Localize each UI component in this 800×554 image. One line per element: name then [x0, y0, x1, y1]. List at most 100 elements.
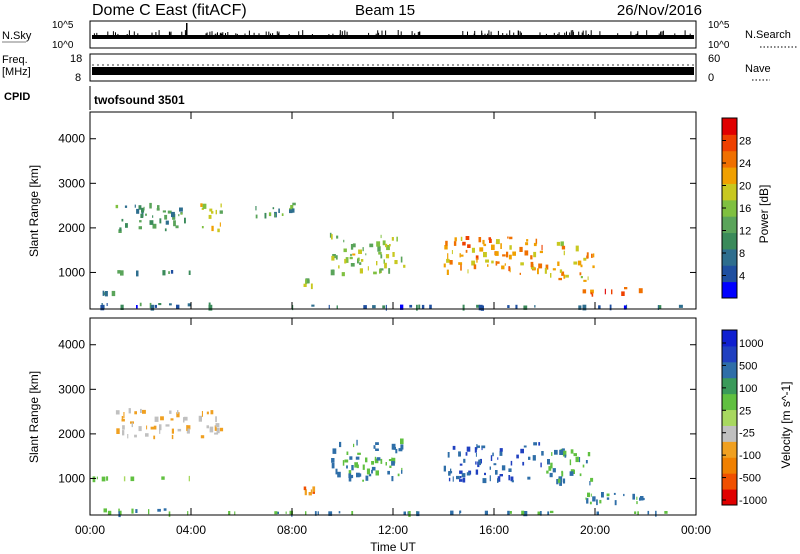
nsky-spike — [236, 33, 238, 35]
data-cell — [346, 451, 349, 455]
data-cell — [134, 411, 137, 415]
data-cell — [106, 476, 109, 481]
data-cell — [186, 425, 188, 431]
data-cell — [337, 471, 341, 478]
nsearch-label: N.Search — [745, 29, 791, 41]
data-cell — [569, 459, 572, 466]
time-x-axis: 00:00 04:00 08:00 12:00 16:00 20:00 00:00 — [75, 112, 711, 537]
data-cell — [391, 443, 396, 450]
data-cell — [499, 448, 503, 452]
nsky-spike — [107, 31, 109, 35]
data-cell — [379, 268, 384, 271]
data-cell — [493, 463, 497, 466]
data-cell — [450, 510, 454, 515]
data-cell — [551, 452, 553, 456]
data-cell — [458, 262, 463, 265]
data-cell — [452, 476, 454, 482]
nsky-spike — [205, 33, 207, 35]
data-cell — [447, 253, 449, 259]
data-cell — [475, 453, 477, 457]
data-cell — [202, 203, 207, 209]
nsky-spike — [599, 31, 601, 35]
data-cell — [552, 468, 556, 473]
data-cell — [362, 247, 364, 252]
y-tick-label: 2000 — [58, 221, 85, 235]
data-cell — [104, 291, 108, 297]
nsky-spike — [186, 23, 188, 37]
data-cell — [215, 209, 217, 215]
data-cell — [385, 254, 390, 259]
data-cell — [523, 511, 528, 517]
data-cell — [335, 468, 338, 475]
data-cell — [103, 508, 107, 513]
nsky-spike — [590, 30, 592, 35]
data-cell — [563, 250, 565, 256]
data-cell — [115, 410, 120, 415]
data-cell — [122, 430, 125, 436]
data-cell — [532, 455, 536, 461]
data-cell — [556, 479, 559, 485]
data-cell — [394, 260, 398, 265]
data-cell — [504, 263, 506, 266]
data-cell — [120, 304, 124, 310]
data-cell — [496, 239, 500, 245]
data-cell — [338, 511, 341, 514]
velocity-colorbar-swatch — [722, 361, 737, 379]
data-cell — [569, 471, 574, 476]
data-cell — [389, 244, 391, 247]
data-cell — [310, 489, 313, 494]
data-cell — [678, 304, 683, 308]
data-cell — [348, 473, 351, 478]
data-cell — [376, 241, 381, 247]
nsky-spike — [490, 31, 492, 35]
data-cell — [637, 511, 639, 516]
data-cell — [375, 448, 379, 451]
data-cell — [183, 416, 188, 421]
data-cell — [169, 410, 172, 414]
data-cell — [478, 237, 482, 243]
nsky-spike — [332, 33, 334, 35]
data-cell — [492, 452, 494, 457]
velocity-colorbar-swatch — [722, 377, 737, 395]
data-cell — [356, 464, 359, 469]
nsky-spike — [268, 31, 270, 35]
velocity-colorbar-tick-label: -100 — [739, 450, 761, 462]
data-cell — [111, 290, 116, 297]
nsky-label: N.Sky — [2, 30, 32, 42]
data-cell — [502, 254, 506, 257]
data-cell — [549, 510, 554, 514]
velocity-colorbar-tick-label: -25 — [739, 428, 755, 440]
data-cell — [153, 425, 157, 430]
data-cell — [362, 464, 365, 470]
data-cell — [281, 213, 284, 216]
nsky-spike — [253, 32, 255, 35]
data-cell — [501, 265, 505, 270]
data-cell — [184, 217, 186, 224]
nsky-spike — [375, 33, 377, 35]
data-cell — [352, 243, 356, 248]
data-cell — [562, 450, 567, 457]
data-cell — [499, 451, 503, 456]
data-cell — [443, 263, 446, 268]
data-cell — [530, 261, 534, 268]
data-cell — [446, 269, 449, 275]
data-cell — [127, 434, 129, 439]
data-cell — [371, 469, 373, 474]
data-cell — [459, 479, 463, 482]
data-cell — [606, 493, 610, 497]
data-cell — [307, 279, 310, 284]
data-cell — [310, 283, 313, 290]
data-cell — [143, 206, 145, 211]
data-cell — [382, 305, 386, 309]
data-cell — [664, 511, 668, 514]
data-cell — [154, 416, 159, 422]
velocity-colorbar-tick-label: -1000 — [739, 495, 767, 507]
power-colorbar-swatch — [722, 167, 737, 184]
data-cell — [208, 302, 211, 307]
data-cell — [400, 256, 403, 263]
data-cell — [289, 510, 293, 515]
data-cell — [636, 496, 638, 500]
y-tick-label: 4000 — [58, 132, 85, 146]
data-cell — [489, 466, 491, 470]
data-cell — [211, 225, 214, 232]
